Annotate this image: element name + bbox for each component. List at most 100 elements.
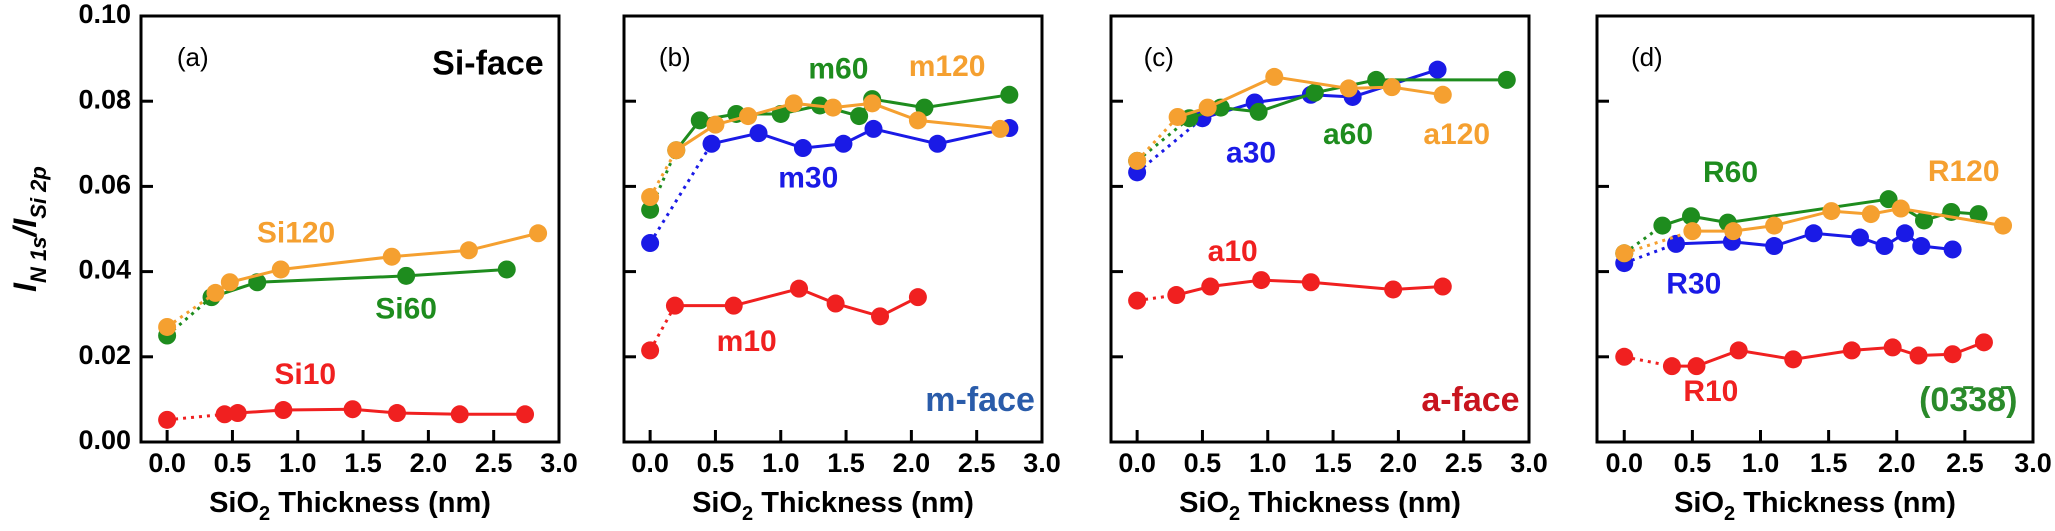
data-point: [908, 288, 927, 307]
plot-frame: [622, 14, 1044, 444]
data-point: [397, 266, 416, 285]
data-point: [641, 234, 660, 253]
data-point: [864, 119, 883, 138]
data-point: [450, 405, 469, 424]
data-point: [158, 410, 177, 429]
x-tick-label: 0.5: [214, 448, 252, 478]
x-tick-label: 0.0: [1605, 448, 1643, 478]
series-label: R60: [1703, 156, 1758, 189]
data-point: [497, 260, 516, 279]
x-tick-label: 0.5: [1674, 448, 1712, 478]
data-point: [1367, 70, 1386, 89]
data-point: [1167, 286, 1186, 305]
panel-label: (b): [659, 42, 691, 72]
x-axis-label-part: 2: [1724, 503, 1735, 525]
data-point: [641, 188, 660, 207]
x-tick-label: 3.0: [540, 448, 578, 478]
data-point: [1265, 67, 1284, 86]
data-point: [215, 405, 234, 424]
y-axis-label: IN 1s/ISi 2p: [7, 166, 51, 292]
data-point: [1784, 350, 1803, 369]
data-point: [1765, 216, 1784, 235]
data-point: [1861, 205, 1880, 224]
x-axis-label-part: SiO: [209, 487, 259, 519]
data-point: [1128, 291, 1147, 310]
data-point: [665, 296, 684, 315]
x-tick-label: 1.0: [1742, 448, 1780, 478]
data-point: [863, 94, 882, 113]
x-tick-label: 3.0: [1510, 448, 1548, 478]
data-point: [908, 111, 927, 130]
x-tick-label: 2.5: [958, 448, 996, 478]
data-point: [1994, 216, 2013, 235]
x-axis-label-part: Thickness (nm): [270, 487, 491, 519]
data-point: [1850, 228, 1869, 247]
x-tick-label: 1.5: [1314, 448, 1352, 478]
y-tick-label: 0.06: [78, 170, 131, 200]
data-point: [1000, 85, 1019, 104]
x-tick-label: 1.0: [762, 448, 800, 478]
x-tick-label: 0.0: [1118, 448, 1156, 478]
data-point: [1875, 237, 1894, 256]
data-point: [1252, 271, 1271, 290]
data-point: [1915, 211, 1933, 230]
y-axis-label-part: I: [7, 282, 43, 292]
data-point: [1305, 83, 1324, 102]
panel-label: (d): [1631, 42, 1663, 72]
data-point: [793, 139, 812, 158]
data-point: [1912, 237, 1931, 256]
data-point: [1909, 346, 1928, 365]
data-point: [1895, 224, 1914, 243]
series-line-dotted: [166, 412, 225, 422]
x-axis-label-part: Thickness (nm): [1240, 487, 1461, 519]
x-axis-label: SiO2 Thickness (nm): [209, 487, 491, 526]
y-axis-label-part: /I: [7, 218, 43, 239]
series-line-dotted: [1623, 242, 1677, 265]
data-point: [1433, 85, 1452, 104]
data-point: [641, 200, 660, 219]
data-point: [1653, 216, 1672, 235]
data-point: [1249, 102, 1268, 121]
x-axis-label-part: 2: [1229, 503, 1240, 525]
x-tick-label: 2.5: [1946, 448, 1984, 478]
face-label: m-face: [925, 381, 1035, 419]
x-axis-label-part: SiO: [1674, 487, 1724, 519]
data-point: [784, 94, 803, 113]
data-point: [850, 107, 869, 126]
series-label: m30: [778, 161, 838, 194]
panel-label: (c): [1144, 42, 1174, 72]
data-point: [343, 400, 362, 419]
data-point: [206, 283, 225, 302]
y-tick-label: 0.02: [78, 340, 131, 370]
x-tick-label: 3.0: [1023, 448, 1061, 478]
x-tick-label: 1.5: [827, 448, 865, 478]
plot-frame: [139, 14, 561, 444]
series-label: m60: [808, 53, 868, 86]
series-label: a120: [1423, 118, 1490, 151]
data-point: [158, 317, 177, 336]
data-point: [1765, 237, 1784, 256]
data-point: [928, 134, 947, 153]
series-label: R10: [1683, 375, 1738, 408]
series-line: [1671, 340, 1985, 368]
data-point: [382, 247, 401, 266]
data-point: [991, 119, 1010, 138]
data-point: [1301, 273, 1320, 292]
x-axis-label: SiO2 Thickness (nm): [692, 487, 974, 526]
series-label: R120: [1928, 155, 2000, 188]
x-axis-label-part: SiO: [1179, 487, 1229, 519]
data-point: [1687, 357, 1706, 376]
x-axis-label-part: Thickness (nm): [1735, 487, 1956, 519]
data-point: [1201, 277, 1220, 296]
data-point: [1943, 240, 1962, 259]
x-axis-label-part: SiO: [692, 487, 742, 519]
x-tick-label: 2.0: [410, 448, 448, 478]
y-tick-label: 0.04: [78, 255, 131, 285]
data-point: [1433, 277, 1452, 296]
data-point: [1168, 107, 1187, 126]
face-label: (03̄38̄): [1919, 381, 2017, 419]
x-tick-label: 2.0: [893, 448, 931, 478]
data-point: [271, 260, 290, 279]
data-point: [1969, 205, 1988, 224]
